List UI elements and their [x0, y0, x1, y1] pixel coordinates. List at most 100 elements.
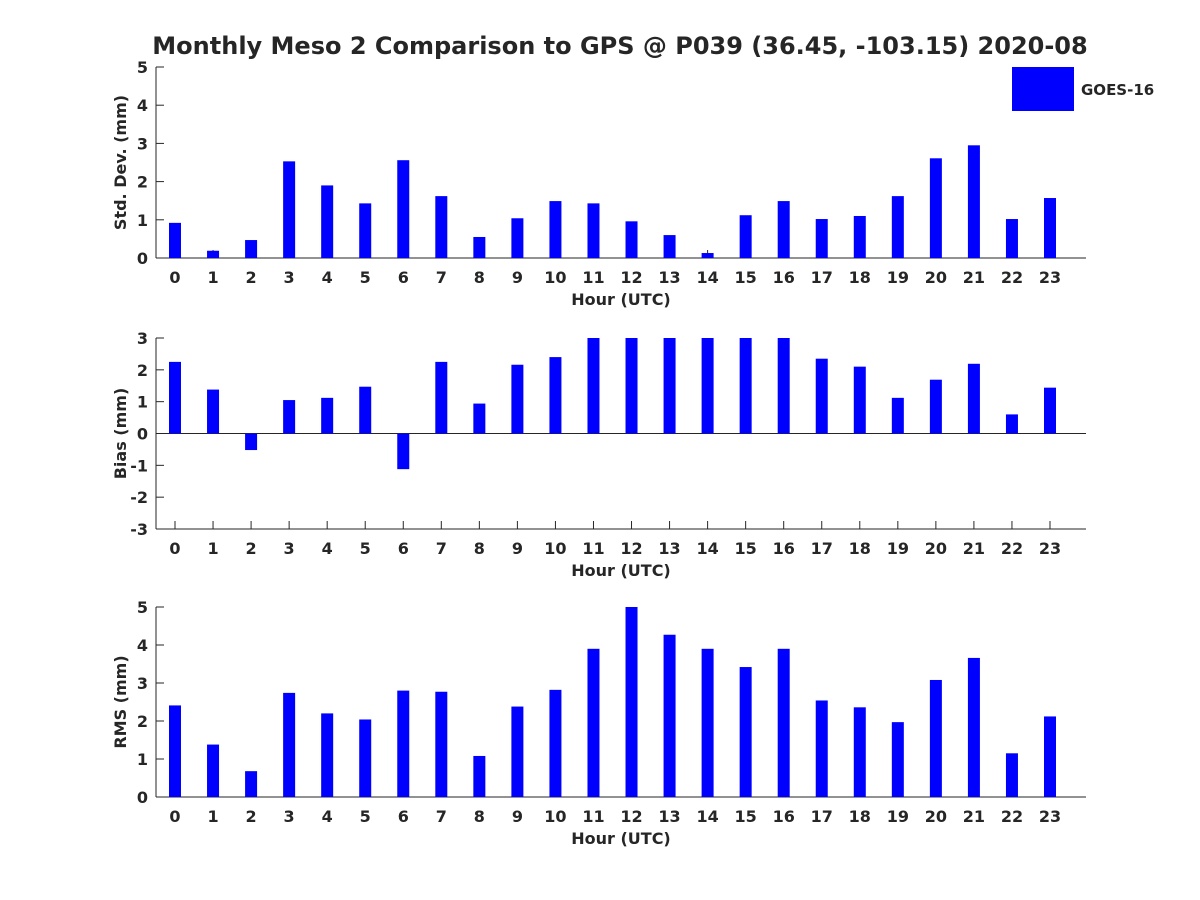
- bar-std-dev-hour-22: [1005, 219, 1018, 258]
- bar-std-dev-hour-8: [473, 236, 486, 258]
- bar-std-dev-hour-23: [1044, 198, 1056, 258]
- bar-rms-hour-17: [815, 700, 828, 797]
- bar-bias-hour-19: [891, 397, 904, 434]
- y-tick-label: 3: [137, 674, 148, 693]
- x-tick-label: 7: [436, 539, 447, 558]
- bar-bias-hour-6: [397, 433, 410, 470]
- x-tick-label: 3: [284, 539, 295, 558]
- bar-std-dev-hour-4: [321, 185, 334, 258]
- bar-std-dev-hour-6: [397, 160, 410, 258]
- bar-rms-hour-23: [1044, 716, 1056, 797]
- y-axis-label: Bias (mm): [111, 388, 130, 480]
- bar-std-dev-hour-9: [511, 218, 524, 258]
- bar-std-dev-hour-10: [549, 201, 562, 258]
- x-tick-label: 14: [696, 268, 718, 287]
- x-tick-label: 23: [1039, 807, 1061, 826]
- bar-bias-hour-1: [207, 389, 220, 434]
- x-axis-label: Hour (UTC): [571, 561, 671, 580]
- bar-rms-hour-18: [853, 707, 866, 797]
- y-axis-label: RMS (mm): [111, 655, 130, 748]
- y-tick-label: 1: [137, 211, 148, 230]
- bar-bias-hour-0: [169, 361, 181, 434]
- bar-bias-hour-2: [245, 433, 258, 451]
- x-tick-label: 21: [963, 539, 985, 558]
- bar-rms-hour-16: [777, 648, 790, 797]
- x-tick-label: 8: [474, 539, 485, 558]
- x-tick-label: 11: [582, 807, 604, 826]
- x-tick-label: 23: [1039, 268, 1061, 287]
- x-tick-label: 2: [246, 807, 257, 826]
- bar-bias-hour-10: [549, 357, 562, 434]
- x-tick-label: 22: [1001, 539, 1023, 558]
- x-tick-label: 14: [696, 807, 718, 826]
- x-tick-label: 18: [849, 268, 871, 287]
- bar-rms-hour-11: [587, 648, 600, 797]
- x-tick-label: 20: [925, 539, 947, 558]
- y-tick-label: 0: [137, 249, 148, 268]
- x-tick-label: 18: [849, 807, 871, 826]
- x-tick-label: 16: [773, 807, 795, 826]
- x-tick-label: 9: [512, 539, 523, 558]
- bar-bias-hour-3: [283, 400, 296, 434]
- x-tick-label: 1: [207, 807, 218, 826]
- x-tick-label: 6: [398, 807, 409, 826]
- bar-std-dev-hour-7: [435, 196, 448, 258]
- bar-bias-hour-16: [777, 338, 790, 434]
- y-tick-label: -1: [130, 456, 148, 475]
- x-tick-label: 4: [322, 539, 333, 558]
- x-tick-label: 13: [658, 539, 680, 558]
- bar-bias-hour-8: [473, 403, 486, 434]
- bar-rms-hour-21: [967, 657, 980, 797]
- x-tick-label: 17: [811, 539, 833, 558]
- x-tick-label: 22: [1001, 268, 1023, 287]
- bar-rms-hour-1: [207, 744, 220, 797]
- bar-bias-hour-13: [663, 338, 676, 434]
- chart-title: Monthly Meso 2 Comparison to GPS @ P039 …: [152, 32, 1087, 60]
- x-tick-label: 15: [735, 539, 757, 558]
- x-tick-label: 0: [169, 268, 180, 287]
- x-tick-label: 11: [582, 268, 604, 287]
- bar-rms-hour-8: [473, 755, 486, 797]
- x-tick-label: 6: [398, 539, 409, 558]
- x-tick-label: 3: [284, 268, 295, 287]
- y-tick-label: 5: [137, 598, 148, 617]
- legend-label-goes-16: GOES-16: [1081, 81, 1154, 99]
- x-tick-label: 4: [322, 268, 333, 287]
- bar-rms-hour-20: [929, 679, 942, 797]
- x-tick-label: 14: [696, 539, 718, 558]
- bar-rms-hour-22: [1005, 753, 1018, 797]
- x-axis-label: Hour (UTC): [571, 829, 671, 848]
- bar-std-dev-hour-13: [663, 235, 676, 258]
- x-tick-label: 19: [887, 807, 909, 826]
- bar-std-dev-hour-21: [967, 145, 980, 258]
- bar-rms-hour-6: [397, 690, 410, 797]
- x-tick-label: 8: [474, 807, 485, 826]
- x-tick-label: 19: [887, 268, 909, 287]
- bar-bias-hour-17: [815, 358, 828, 434]
- bar-rms-hour-7: [435, 691, 448, 797]
- bar-rms-hour-19: [891, 722, 904, 797]
- bar-bias-hour-9: [511, 364, 524, 434]
- x-tick-label: 5: [360, 539, 371, 558]
- bar-rms-hour-5: [359, 719, 372, 797]
- x-tick-label: 8: [474, 268, 485, 287]
- bar-std-dev-hour-11: [587, 203, 600, 258]
- y-tick-label: 4: [137, 636, 148, 655]
- y-tick-label: 1: [137, 750, 148, 769]
- bar-std-dev-hour-14: [701, 253, 714, 258]
- x-tick-label: 20: [925, 807, 947, 826]
- x-tick-label: 18: [849, 539, 871, 558]
- bar-bias-hour-5: [359, 386, 372, 434]
- bar-rms-hour-13: [663, 634, 676, 797]
- bar-rms-hour-15: [739, 667, 752, 797]
- bar-rms-hour-12: [625, 607, 638, 797]
- y-tick-label: 2: [137, 361, 148, 380]
- legend: GOES-16: [1012, 67, 1154, 111]
- bar-std-dev-hour-5: [359, 203, 372, 258]
- x-tick-label: 13: [658, 807, 680, 826]
- bar-std-dev-hour-16: [777, 201, 790, 258]
- y-tick-label: -3: [130, 520, 148, 539]
